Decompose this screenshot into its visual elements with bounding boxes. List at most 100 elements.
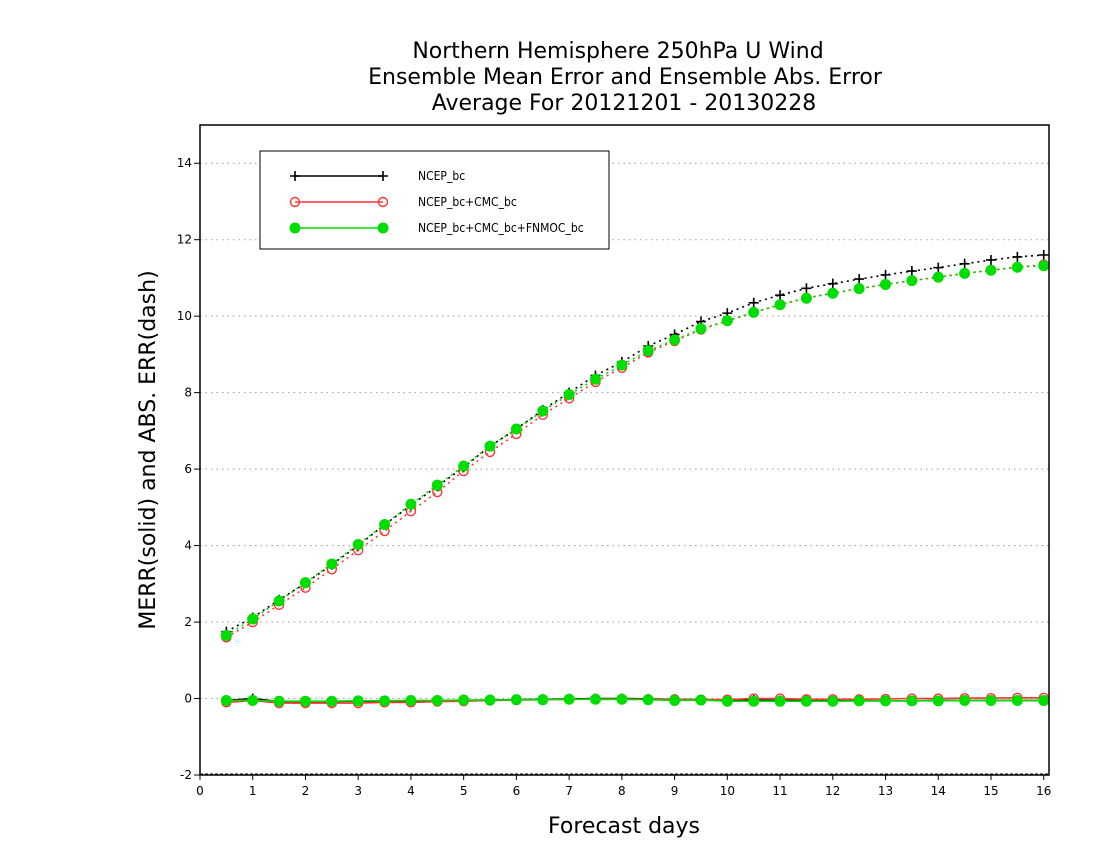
abs-err-point-s2-28 [959,267,971,279]
abs-err-point-s2-2 [273,595,285,607]
abs-err-point-s2-14 [589,373,601,385]
abs-err-point-s2-6 [379,519,391,531]
y-tick-label-3: 4 [184,539,192,553]
abs-err-point-s2-4 [326,558,338,570]
mean-err-point-s2-25 [880,695,892,707]
mean-err-point-s2-7 [405,694,417,706]
y-tick-label-6: 10 [177,309,192,323]
x-tick-label-6: 6 [513,784,521,798]
abs-err-point-s2-20 [748,306,760,318]
abs-err-point-s0-27 [933,262,944,273]
y-tick-label-8: 14 [177,156,192,170]
x-tick-label-8: 8 [618,784,626,798]
abs-err-point-s2-16 [642,345,654,357]
mean-err-point-s2-3 [299,695,311,707]
legend-marker-left-2 [289,222,301,234]
abs-err-point-s2-31 [1038,260,1050,272]
abs-err-point-s0-29 [985,254,996,265]
title-line-3: Average For 20121201 - 20130228 [432,91,817,116]
mean-err-point-s2-21 [774,695,786,707]
x-tick-label-2: 2 [302,784,310,798]
abs-err-point-s2-1 [247,613,259,625]
mean-err-point-s2-13 [563,693,575,705]
mean-err-point-s2-11 [510,694,522,706]
chart-title: Northern Hemisphere 250hPa U Wind Ensemb… [368,39,883,116]
abs-err-line-series-2 [225,264,1044,637]
abs-err-point-s2-15 [616,359,628,371]
mean-err-point-s2-23 [827,695,839,707]
abs-err-point-s2-7 [405,498,417,510]
x-tick-label-7: 7 [565,784,573,798]
abs-err-point-s2-17 [669,334,681,346]
x-tick-label-16: 16 [1036,784,1051,798]
abs-err-point-s0-20 [748,297,759,308]
x-tick-label-12: 12 [825,784,840,798]
x-axis-ticks: 0 1 2 3 4 5 6 7 8 9 10 11 12 13 14 15 16 [196,775,1051,798]
mean-err-point-s2-29 [985,694,997,706]
abs-err-point-s0-24 [854,274,865,285]
mean-err-point-s2-20 [748,695,760,707]
y-tick-label-4: 6 [184,462,192,476]
series-markers [220,250,1050,709]
abs-err-point-s2-24 [853,283,865,295]
mean-err-point-s2-28 [959,694,971,706]
abs-err-point-s0-25 [880,269,891,280]
x-tick-label-5: 5 [460,784,468,798]
mean-err-point-s2-4 [326,695,338,707]
abs-err-point-s2-5 [352,538,364,550]
abs-err-point-s2-21 [774,299,786,311]
mean-err-point-s2-18 [695,694,707,706]
abs-err-point-s0-26 [906,266,917,277]
gridlines [200,162,1049,775]
abs-err-point-s2-10 [484,440,496,452]
x-tick-label-1: 1 [249,784,257,798]
abs-err-point-s2-29 [985,264,997,276]
abs-err-point-s2-27 [932,271,944,283]
title-line-1: Northern Hemisphere 250hPa U Wind [412,39,823,64]
mean-err-point-s2-31 [1038,694,1050,706]
mean-err-point-s2-27 [932,695,944,707]
y-tick-label-0: -2 [180,768,192,782]
mean-err-point-s2-26 [906,695,918,707]
mean-err-point-s2-1 [247,694,259,706]
x-tick-label-3: 3 [354,784,362,798]
mean-err-point-s2-0 [220,694,232,706]
mean-err-line-series-2 [226,698,1044,703]
mean-err-point-s2-12 [537,694,549,706]
x-tick-label-15: 15 [983,784,998,798]
abs-err-point-s2-18 [695,323,707,335]
abs-err-point-s2-3 [299,577,311,589]
mean-err-point-s2-15 [616,693,628,705]
abs-err-point-s0-21 [775,290,786,301]
title-line-2: Ensemble Mean Error and Ensemble Abs. Er… [368,65,883,90]
x-tick-label-11: 11 [772,784,787,798]
abs-err-point-s0-23 [827,278,838,289]
mean-err-point-s2-17 [669,694,681,706]
y-axis-label: MERR(solid) and ABS. ERR(dash) [136,270,161,629]
x-tick-label-10: 10 [720,784,735,798]
abs-err-point-s0-30 [1012,251,1023,262]
abs-err-point-s2-19 [721,315,733,327]
abs-err-point-s2-30 [1011,261,1023,273]
x-tick-label-14: 14 [931,784,946,798]
x-axis-label: Forecast days [548,814,700,839]
mean-err-point-s2-8 [431,694,443,706]
legend-box [259,150,610,250]
legend-marker-right-0 [378,171,388,181]
abs-err-point-s2-25 [880,278,892,290]
abs-err-point-s2-22 [800,292,812,304]
mean-err-point-s2-14 [589,693,601,705]
legend: NCEP_bc NCEP_bc+CMC_bc NCEP_bc+CMC_bc+FNMO… [259,150,610,250]
y-axis-ticks: -2 0 2 4 6 8 10 12 14 [177,156,200,782]
mean-err-point-s2-5 [352,695,364,707]
legend-marker-left-0 [290,171,300,181]
x-tick-label-4: 4 [407,784,415,798]
abs-err-point-s2-13 [563,389,575,401]
y-tick-label-1: 0 [184,692,192,706]
abs-err-point-s2-9 [458,460,470,472]
abs-err-point-s0-28 [959,258,970,269]
mean-err-point-s2-24 [853,695,865,707]
legend-marker-right-2 [377,222,389,234]
x-tick-label-0: 0 [196,784,204,798]
